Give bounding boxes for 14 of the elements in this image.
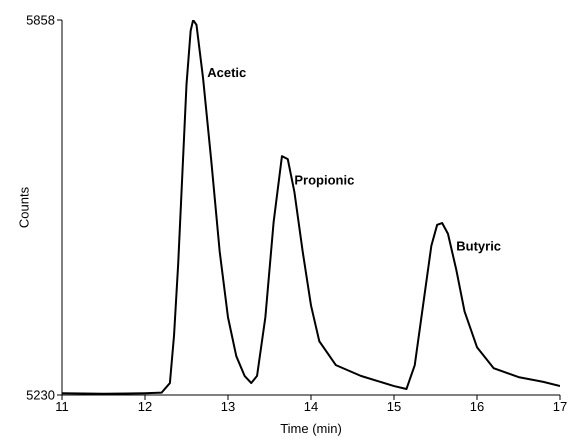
x-axis-title: Time (min)	[280, 421, 342, 436]
x-tick-label: 13	[220, 399, 236, 414]
x-tick-label: 16	[470, 399, 484, 414]
y-axis-title: Counts	[16, 186, 32, 228]
y-tick-label: 5230	[26, 388, 55, 403]
x-tick-label: 11	[55, 399, 69, 414]
x-tick-label: 17	[552, 399, 568, 414]
x-tick-label: 12	[138, 399, 152, 414]
x-tick-label: 15	[386, 399, 402, 414]
y-tick-label: 5858	[26, 12, 55, 28]
annotation: Propionic	[294, 172, 354, 188]
x-tick-label: 14	[304, 399, 318, 414]
annotation: Acetic	[207, 65, 246, 80]
annotation: Butyric	[456, 238, 502, 254]
